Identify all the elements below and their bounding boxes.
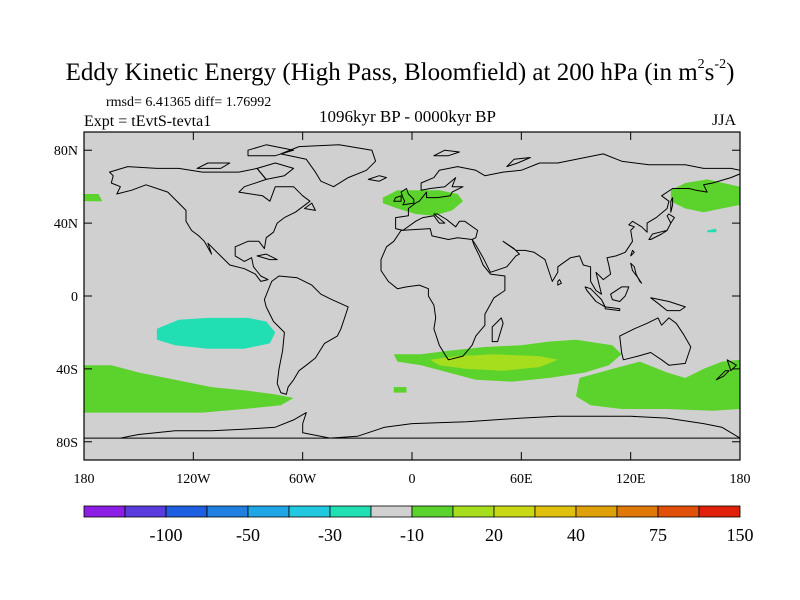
- colorbar-box-5: [288, 505, 331, 518]
- colorbar-box-4: [247, 505, 290, 518]
- y-tick-label: 40S: [56, 363, 78, 378]
- region-pacific-cyan-small: [707, 228, 717, 233]
- colorbar-box-12: [575, 505, 618, 518]
- coastline-south-america: [263, 275, 349, 395]
- coastline-sri-lanka: [557, 279, 562, 286]
- x-tick-label: 120E: [616, 472, 646, 487]
- coastline-new-zealand-north: [726, 359, 737, 372]
- axis-ticks: 80N 40N 0 40S 80S 180 120W 60W 0 60E 120E 180: [54, 132, 751, 487]
- coastline-ellesmere-island: [247, 144, 295, 157]
- coastline-novaya-zemlya: [506, 157, 531, 168]
- colorbar: -100 -50 -30 -10 20 40 75 150: [83, 505, 754, 545]
- colorbar-box-0: [83, 505, 126, 518]
- x-tick-label: 0: [409, 472, 416, 487]
- coastline-antarctica: [84, 412, 740, 439]
- coastline-new-guinea: [650, 297, 686, 312]
- colorbar-label: -10: [400, 525, 424, 545]
- colorbar-box-2: [165, 505, 208, 518]
- coastline-philippines: [630, 262, 643, 284]
- colorbar-label: 150: [727, 525, 754, 545]
- coastline-ireland: [393, 195, 402, 202]
- colorbar-label: 20: [485, 525, 503, 545]
- coastlines: [84, 144, 740, 439]
- colorbar-box-10: [493, 505, 536, 518]
- x-tick-label: 120W: [176, 472, 211, 487]
- colorbar-box-13: [616, 505, 659, 518]
- region-south-pacific-green: [84, 365, 294, 413]
- colorbar-box-15: [698, 505, 741, 518]
- colorbar-box-8: [411, 505, 454, 518]
- region-southern-indian-australia-green: [576, 359, 740, 411]
- region-southeast-pacific-cyan: [156, 317, 276, 349]
- coastline-victoria-island: [196, 162, 231, 169]
- coastline-svalbard: [433, 149, 460, 157]
- coastline-baffin-island: [256, 162, 295, 180]
- y-tick-label: 0: [71, 290, 78, 305]
- coastline-australia: [619, 317, 692, 366]
- contour-regions: [84, 179, 740, 413]
- coastline-madagascar: [491, 317, 504, 343]
- colorbar-label: -100: [150, 525, 183, 545]
- region-north-pacific-west-green: [84, 194, 103, 202]
- region-south-atlantic-yellow-green: [430, 354, 558, 371]
- coastline-newfoundland: [304, 202, 316, 211]
- coastline-taiwan: [630, 249, 635, 257]
- y-tick-label: 40N: [54, 217, 78, 232]
- y-tick-label: 80N: [54, 144, 78, 159]
- x-tick-label: 180: [74, 472, 95, 487]
- x-tick-label: 60W: [289, 472, 317, 487]
- colorbar-box-11: [534, 505, 577, 518]
- plot-title: Eddy Kinetic Energy (High Pass, Bloomfie…: [65, 57, 735, 87]
- coastline-java: [604, 306, 621, 312]
- coastline-africa: [380, 228, 506, 361]
- coastline-new-zealand-south: [715, 370, 730, 381]
- x-tick-label: 60E: [510, 472, 533, 487]
- colorbar-box-7: [370, 505, 413, 518]
- x-tick-label: 180: [730, 472, 751, 487]
- region-north-pacific-east-green: [670, 179, 740, 213]
- colorbar-label: 75: [649, 525, 667, 545]
- region-south-atlantic-small-green: [393, 387, 407, 393]
- experiment-label: Expt = tEvtS-tevta1: [84, 113, 212, 130]
- coastline-iceland: [367, 175, 387, 182]
- y-tick-label: 80S: [56, 436, 78, 451]
- coastline-japan: [648, 213, 675, 240]
- stats-text: rmsd= 6.41365 diff= 1.76992: [106, 95, 272, 110]
- coastline-sakhalin: [670, 197, 674, 213]
- coastline-cuba: [256, 253, 278, 261]
- colorbar-box-1: [124, 505, 167, 518]
- colorbar-box-9: [452, 505, 495, 518]
- coastline-eurasia: [395, 153, 740, 295]
- colorbar-box-6: [329, 505, 372, 518]
- colorbar-label: 40: [567, 525, 585, 545]
- coastline-north-america: [109, 166, 311, 282]
- colorbar-label: -50: [236, 525, 260, 545]
- coastline-uk: [400, 188, 415, 206]
- season-label: JJA: [712, 112, 737, 129]
- coastline-greenland: [280, 144, 377, 188]
- colorbar-box-3: [206, 505, 249, 518]
- coastline-borneo: [610, 286, 630, 302]
- period-label: 1096kyr BP - 0000kyr BP: [319, 107, 496, 126]
- colorbar-box-14: [657, 505, 700, 518]
- colorbar-label: -30: [318, 525, 342, 545]
